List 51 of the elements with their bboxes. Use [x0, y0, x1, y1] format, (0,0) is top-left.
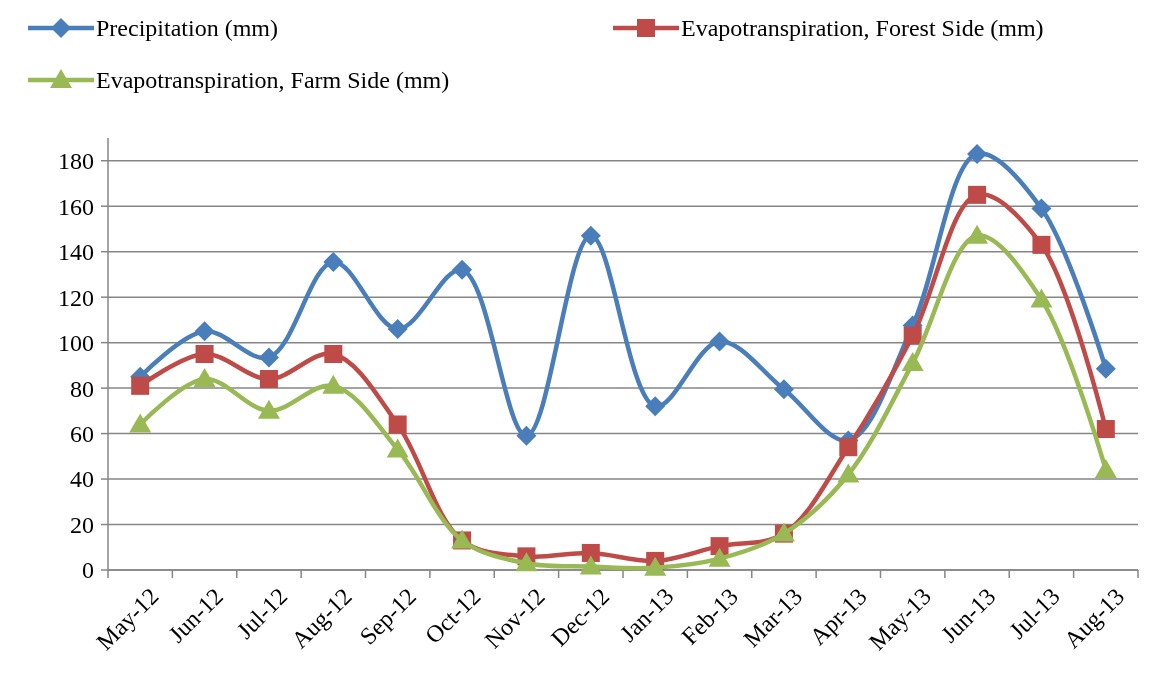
point [773, 379, 794, 400]
point [579, 555, 602, 575]
legend-label: Evapotranspiration, Farm Side (mm) [96, 67, 450, 94]
point [1031, 198, 1052, 219]
point [194, 321, 215, 342]
point [903, 326, 922, 345]
y-tick-label: 20 [70, 511, 94, 538]
point [709, 331, 730, 352]
point [1095, 358, 1116, 379]
point [193, 368, 216, 388]
point [258, 347, 279, 368]
point [581, 543, 600, 562]
point [837, 463, 860, 483]
point [322, 374, 345, 394]
point [645, 396, 666, 417]
y-tick-label: 60 [70, 420, 94, 447]
point [967, 143, 988, 164]
y-tick-label: 120 [58, 284, 94, 311]
y-tick-label: 180 [58, 148, 94, 175]
point [968, 185, 987, 204]
point [1096, 420, 1115, 439]
point [516, 425, 537, 446]
point [323, 251, 344, 272]
point [1094, 458, 1117, 478]
y-tick-label: 40 [70, 466, 94, 493]
y-tick-label: 80 [70, 375, 94, 402]
point [324, 345, 343, 363]
point [901, 352, 924, 372]
y-tick-label: 0 [82, 557, 94, 584]
point [644, 556, 667, 576]
point [1030, 288, 1053, 308]
point [386, 438, 409, 458]
legend-label: Precipitation (mm) [96, 15, 278, 42]
point [129, 413, 152, 433]
point [388, 415, 407, 434]
point [708, 547, 731, 567]
y-tick-label: 100 [58, 330, 94, 357]
point [966, 224, 989, 244]
point [131, 376, 150, 395]
point [580, 225, 601, 246]
point [515, 552, 538, 572]
y-tick-label: 140 [58, 239, 94, 266]
point [257, 399, 280, 419]
y-tick-label: 160 [58, 193, 94, 220]
point [1032, 235, 1051, 254]
legend-label: Evapotranspiration, Forest Side (mm) [681, 15, 1044, 42]
point [839, 438, 858, 457]
point [259, 370, 278, 389]
point [195, 345, 214, 363]
point [387, 318, 408, 339]
point [452, 259, 473, 280]
